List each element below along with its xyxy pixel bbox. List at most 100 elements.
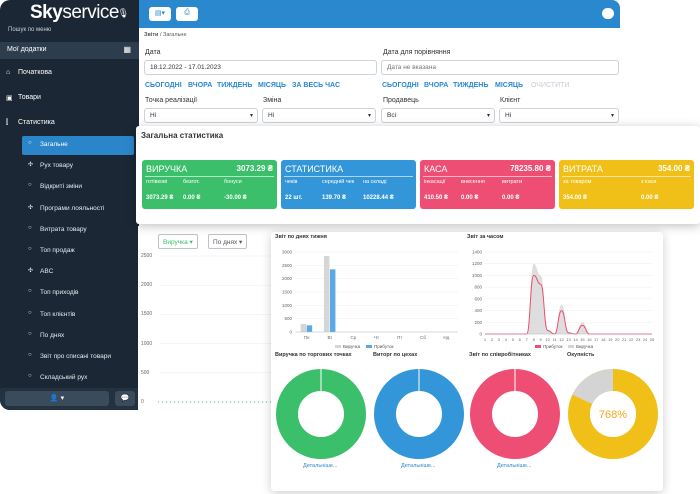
x-tick-label: Вт [327,335,332,340]
submenu-item[interactable]: ✣ Рух товару [22,157,134,176]
bullet-icon: ○ [28,224,32,231]
submenu-item[interactable]: ○ Звіт про списані товари [22,348,134,367]
client-select[interactable]: Ні ▾ [499,108,619,123]
bullet-icon: ○ [28,373,32,380]
card-value: 354.00 ₴ [657,164,690,173]
y-tick-label: 200 [474,320,482,325]
quick-date-link[interactable]: МІСЯЦЬ [258,82,287,89]
card-sub-label: внесення [461,179,485,185]
chevron-down-icon: ▾ [486,113,490,119]
y-tick-label: 0 [289,330,292,335]
shift-select[interactable]: Ні ▾ [262,108,376,123]
submenu-item-label: Топ продаж [40,247,75,254]
date-range-input[interactable]: 18.12.2022 - 17.01.2023 [144,60,377,75]
quick-date-link[interactable]: ВЧОРА [188,82,213,89]
donut-title: Окупність [567,352,595,358]
x-tick-label: 9 [540,337,543,342]
card-sub-value: 139.70 ₴ [322,195,347,201]
submenu-item[interactable]: ✣ ABC [22,263,134,282]
y-tick-label: 0 [479,332,482,337]
compare-date-input[interactable]: Дата не вказана [381,60,619,75]
bar-Пн-1 [306,325,313,332]
mic-icon[interactable]: 🎙 [117,8,129,18]
print-icon: ⎙ [184,9,190,16]
submenu-item-label: Програми лояльності [40,204,105,212]
quick-date-link[interactable]: ТИЖДЕНЬ [217,82,253,89]
card-title: ВИТРАТА [563,164,603,174]
x-tick-label: Пт [397,335,402,340]
details-link[interactable]: Детальніше... [497,463,532,469]
clear-link[interactable]: ОЧИСТИТИ [531,82,570,89]
card-sub-label: безгот. [183,179,200,185]
x-tick-label: 24 [643,337,648,342]
stat-card: ВИТРАТА 354.00 ₴ за товаром з каси 354.00 ₴ 0… [559,160,694,209]
x-tick-label: 17 [594,337,599,342]
bullet-icon: ○ [28,309,32,316]
card-title: СТАТИСТИКА [285,164,344,174]
submenu-item[interactable]: ○ Топ продаж [22,242,134,261]
x-tick-label: 16 [587,337,592,342]
export-button[interactable]: ▤▾ [149,7,171,21]
submenu-item[interactable]: ○ Складський рух [22,369,134,388]
quick-date-link[interactable]: ЗА ВЕСЬ ЧАС [292,82,340,89]
submenu-item[interactable]: ○ Відкриті зміни [22,178,134,197]
x-tick-label: Нд [443,335,449,340]
user-icon: 👤 [49,395,59,402]
y-tick-label: 2000 [141,282,153,289]
seller-select[interactable]: Всі ▾ [381,108,495,123]
home-icon: ⌂ [6,69,11,76]
chat-bubble-icon[interactable] [602,8,614,19]
sidebar-item-0[interactable]: ⌂ Початкова [0,69,139,76]
sidebar-item-1[interactable]: ▣ Товари [0,94,139,102]
hour-chart-title: Звіт за часом [467,234,504,240]
x-tick-label: 21 [622,337,627,342]
y-tick-label: 1200 [472,261,483,266]
chevron-down-icon: ▾ [249,113,253,119]
user-menu-button[interactable]: 👤 ▾ [5,391,109,406]
y-tick-label: 2500 [282,263,293,268]
submenu-item-label: Топ клієнтів [40,310,76,318]
submenu-item[interactable]: ○ Загальне [22,136,134,155]
card-sub-value: 0.00 ₴ [183,195,201,201]
weekday-bar-chart: 3000 2500 2000 1500 1000 500 0 Пн Вт Ср Чт Пт Сб Нд Ви… [282,250,458,349]
y-tick-label: 1500 [282,290,293,295]
x-tick-label: 12 [559,337,564,342]
chat-button[interactable]: 💬 [115,391,135,406]
revenue-chart-panel: Виручка ▾ По днях ▾ 2500 2000 1500 1000 500 0 [138,226,274,410]
card-value: 78235.80 ₴ [510,164,551,173]
y-tick-label: 500 [141,369,150,376]
print-button[interactable]: ⎙ [176,7,198,21]
compare-quick-link[interactable]: МІСЯЦЬ [495,82,524,89]
submenu-item[interactable]: ○ Витрата товару [22,221,134,240]
card-sub-label: інкасації [424,179,446,185]
submenu-item[interactable]: ○ Топ клієнтів [22,306,134,325]
details-link[interactable]: Детальніше... [401,463,436,469]
x-tick-label: 8 [533,337,536,342]
point-select[interactable]: Ні ▾ [144,108,258,123]
my-apps-button[interactable]: Мої додатки ▦ [0,42,139,59]
submenu-item[interactable]: ✣ Програми лояльності [22,200,134,219]
menu-search-input[interactable]: Пошук по меню [8,27,52,33]
compare-quick-link[interactable]: СЬОГОДНІ [382,82,419,89]
revenue-line-chart [158,255,272,403]
donut-center-value: 768% [599,409,627,421]
submenu-item-label: ABC [40,268,54,276]
quick-date-link[interactable]: СЬОГОДНІ [145,82,182,89]
x-tick-label: 19 [608,337,613,342]
card-sub-label: середній чек [322,179,355,185]
y-tick-label: 600 [474,296,482,301]
submenu-item-label: Рух товару [40,162,73,170]
donut-hole [590,391,636,437]
metric-dropdown[interactable]: Виручка ▾ [158,234,198,249]
period-dropdown[interactable]: По днях ▾ [208,234,248,249]
compare-quick-link[interactable]: ВЧОРА [424,82,449,89]
submenu-item-label: Топ приходів [40,289,79,297]
sidebar-item-2[interactable]: ⫿ Статистика [0,119,139,126]
submenu-item[interactable]: ○ Топ приходів [22,284,134,303]
x-tick-label: 20 [615,337,620,342]
y-tick-label: 3000 [282,250,293,255]
compare-quick-link[interactable]: ТИЖДЕНЬ [453,82,489,89]
grid-icon: ▦ [123,45,131,54]
details-link[interactable]: Детальніше... [303,463,338,469]
submenu-item[interactable]: ○ По днях [22,327,134,346]
